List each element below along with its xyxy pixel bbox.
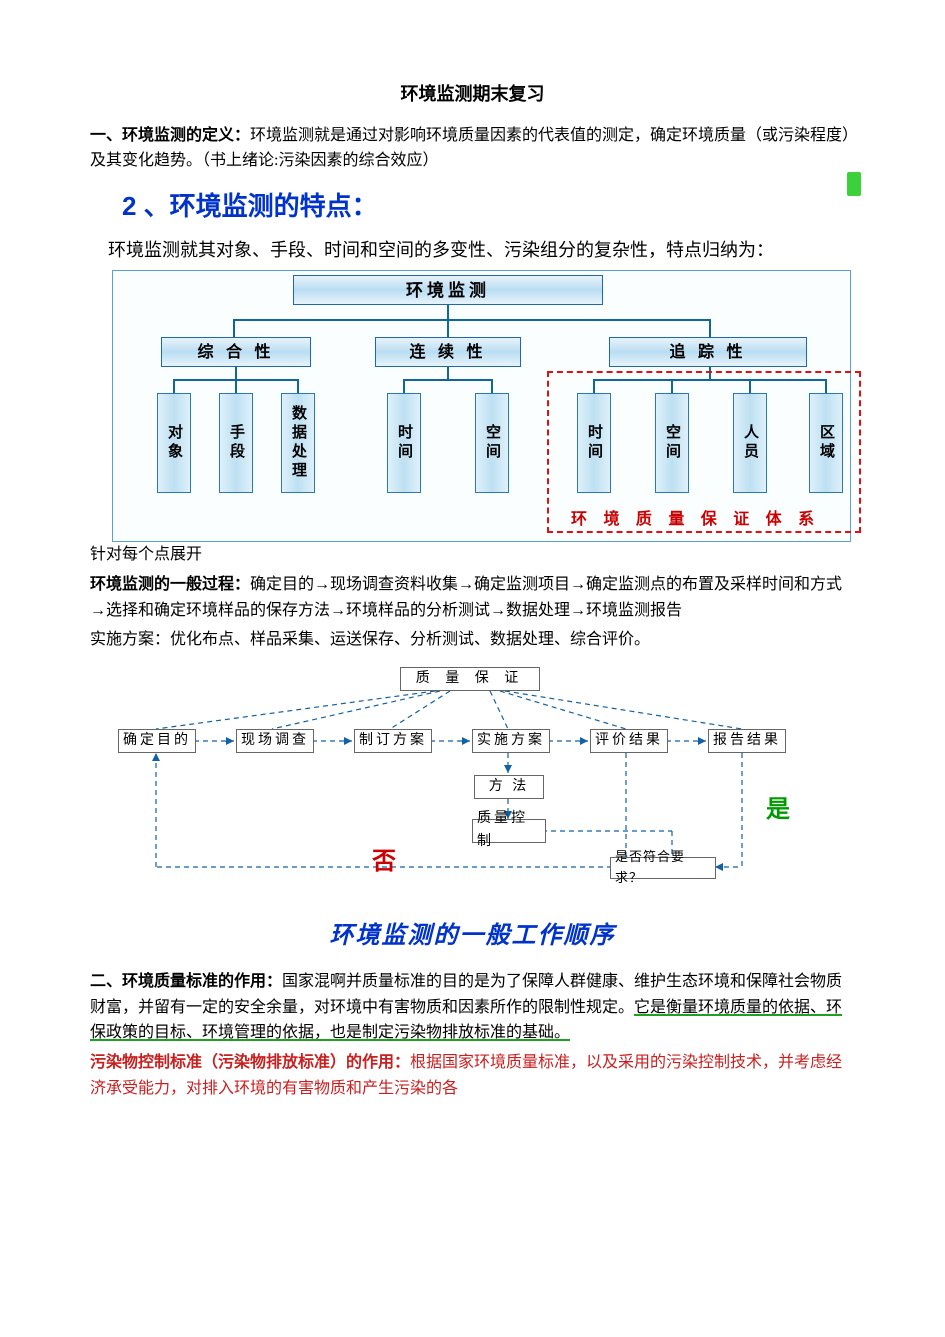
d2-r2: 现场调查	[236, 729, 314, 753]
d2-r1: 确定目的	[118, 729, 196, 753]
para-3: 实施方案：优化布点、样品采集、运送保存、分析测试、数据处理、综合评价。	[90, 627, 855, 653]
d2-title: 环境监测的一般工作顺序	[90, 917, 855, 955]
section2-sub: 环境监测就其对象、手段、时间和空间的多变性、污染组分的复杂性，特点归纳为：	[90, 230, 855, 271]
p2-lead: 环境监测的一般过程：	[90, 576, 250, 593]
p1-lead: 一、环境监测的定义：	[90, 127, 250, 144]
d1-c5: 空间	[475, 393, 509, 493]
green-tab-icon	[847, 172, 861, 196]
d1-qa-label: 环 境 质 量 保 证 体 系	[571, 507, 820, 533]
d1-c2: 手段	[219, 393, 253, 493]
p4-lead: 二、环境质量标准的作用：	[90, 973, 282, 990]
section2-heading: 2 、环境监测的特点：	[90, 178, 855, 230]
d2-top: 质 量 保 证	[400, 667, 540, 691]
d1-b1: 综 合 性	[161, 337, 311, 367]
page-title: 环境监测期末复习	[90, 80, 855, 109]
para-2: 环境监测的一般过程：确定目的→现场调查资料收集→确定监测项目→确定监测点的布置及…	[90, 572, 855, 623]
d1-b2: 连 续 性	[375, 337, 521, 367]
diagram-characteristics: 环境监测 综 合 性 连 续 性 追 踪 性 对象 手段 数据处理 时间 空间 …	[112, 270, 851, 542]
para-1: 一、环境监测的定义：环境监测就是通过对影响环境质量因素的代表值的测定，确定环境质…	[90, 123, 855, 174]
d2-r5: 评价结果	[590, 729, 668, 753]
d1-b3: 追 踪 性	[609, 337, 807, 367]
d1-root: 环境监测	[293, 275, 603, 305]
para-4: 二、环境质量标准的作用：国家混啊并质量标准的目的是为了保障人群健康、维护生态环境…	[90, 969, 855, 1046]
d2-m2: 质量控制	[472, 819, 546, 843]
d2-r4: 实施方案	[472, 729, 550, 753]
d2-m1: 方 法	[474, 775, 544, 799]
diagram-workflow: 质 量 保 证 确定目的 现场调查 制订方案 实施方案 评价结果 报告结果 方 …	[90, 661, 855, 921]
d2-r3: 制订方案	[354, 729, 432, 753]
d1-c4: 时间	[387, 393, 421, 493]
d2-yes: 是	[766, 791, 790, 829]
d1-c1: 对象	[157, 393, 191, 493]
d2-q: 是否符合要求？	[610, 857, 716, 879]
d2-no: 否	[372, 843, 396, 881]
after-d1-1: 针对每个点展开	[90, 542, 855, 568]
p5-lead: 污染物控制标准（污染物排放标准）的作用：	[90, 1054, 410, 1071]
para-5: 污染物控制标准（污染物排放标准）的作用：根据国家环境质量标准，以及采用的污染控制…	[90, 1050, 855, 1101]
d2-r6: 报告结果	[708, 729, 786, 753]
d1-c3: 数据处理	[281, 393, 315, 493]
